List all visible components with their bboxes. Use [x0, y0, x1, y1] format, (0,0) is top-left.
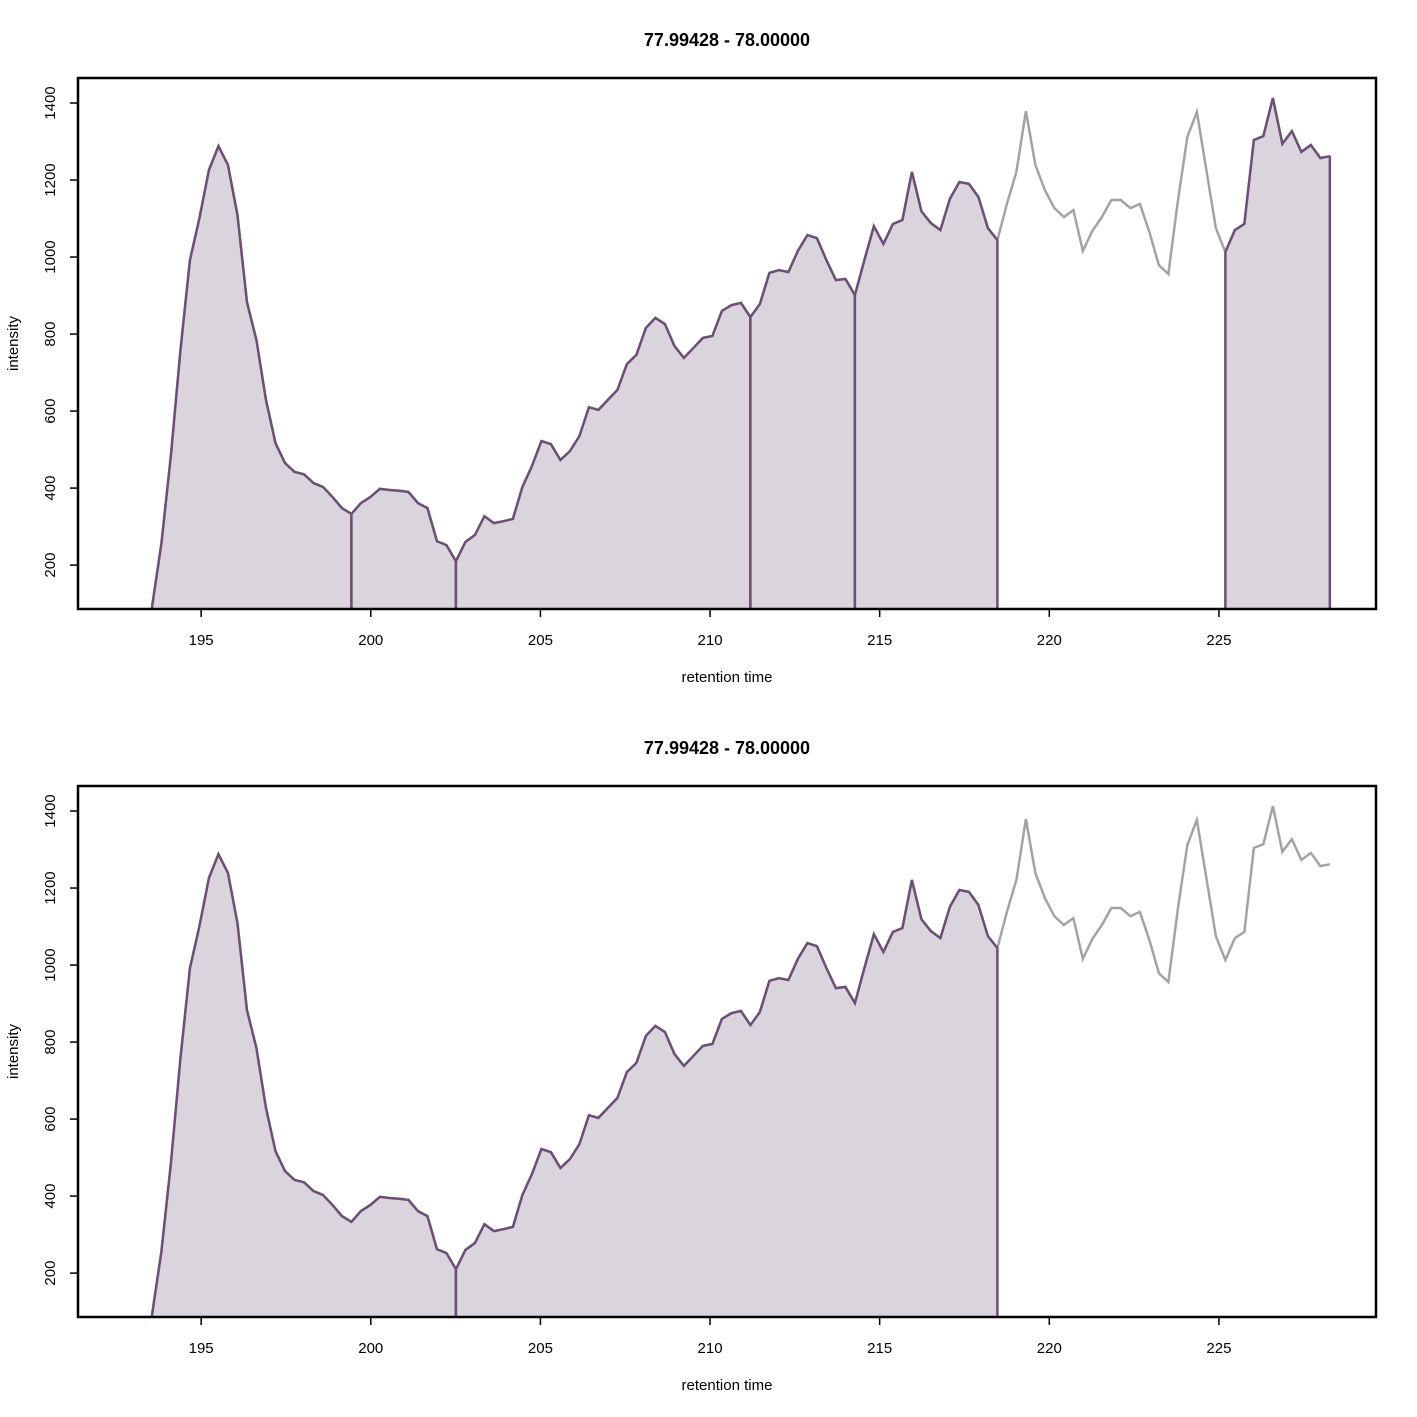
y-tick-label: 1200: [42, 163, 59, 196]
x-axis-label: retention time: [682, 669, 773, 686]
x-tick-label: 225: [1206, 1340, 1231, 1357]
y-tick-label: 1000: [42, 948, 59, 981]
y-axis-label: intensity: [5, 315, 22, 371]
x-tick-label: 205: [528, 632, 553, 649]
panel: 195 200 205 210 215 220 225 200 400 600 800 1000 120…: [5, 738, 1378, 1394]
y-tick-label: 400: [42, 1184, 59, 1209]
x-tick-label: 215: [867, 632, 892, 649]
x-axis-label: retention time: [682, 1377, 773, 1394]
x-tick-label: 225: [1206, 632, 1231, 649]
y-tick-label: 800: [42, 322, 59, 347]
x-tick-label: 210: [698, 632, 723, 649]
y-tick-label: 400: [42, 476, 59, 501]
x-tick-label: 215: [867, 1340, 892, 1357]
y-tick-label: 1400: [42, 794, 59, 827]
x-tick-label: 205: [528, 1340, 553, 1357]
x-tick-label: 210: [698, 1340, 723, 1357]
peak-line: [150, 143, 353, 608]
y-tick-label: 1200: [42, 871, 59, 904]
plot-area: [150, 97, 1332, 609]
peak-area: [455, 302, 751, 609]
x-tick-label: 200: [358, 632, 383, 649]
peak-line: [150, 851, 458, 1316]
x-tick-label: 195: [189, 1340, 214, 1357]
peak-area: [151, 854, 456, 1317]
chart-title: 77.99428 - 78.00000: [644, 30, 810, 50]
plot-area: [150, 805, 1331, 1317]
peak-line: [1224, 97, 1331, 253]
peak-line: [853, 171, 999, 296]
peak-line: [454, 301, 752, 562]
x-tick-label: 200: [358, 1340, 383, 1357]
panel: 195 200 205 210 215 220 225 200 400 600 800 1000 120…: [5, 30, 1378, 686]
x-tick-label: 195: [189, 632, 214, 649]
y-tick-label: 200: [42, 553, 59, 578]
x-tick-label: 220: [1037, 1340, 1062, 1357]
plot-frame: [76, 784, 1378, 1319]
y-tick-label: 600: [42, 1107, 59, 1132]
peak-area: [854, 171, 998, 609]
plot-frame: [76, 76, 1378, 611]
peak-area: [351, 488, 456, 609]
peak-line: [749, 233, 856, 318]
peak-line: [454, 879, 999, 1270]
peak-area: [455, 879, 998, 1317]
peak-line: [350, 487, 458, 562]
chart-title: 77.99428 - 78.00000: [644, 738, 810, 758]
y-axis-label: intensity: [5, 1023, 22, 1079]
y-tick-label: 800: [42, 1030, 59, 1055]
peak-area: [1225, 98, 1330, 609]
y-tick-label: 1000: [42, 240, 59, 273]
y-tick-label: 1400: [42, 86, 59, 119]
peak-area: [151, 146, 352, 609]
y-tick-label: 200: [42, 1261, 59, 1286]
peak-area: [750, 235, 855, 609]
y-tick-label: 600: [42, 399, 59, 424]
x-tick-label: 220: [1037, 632, 1062, 649]
